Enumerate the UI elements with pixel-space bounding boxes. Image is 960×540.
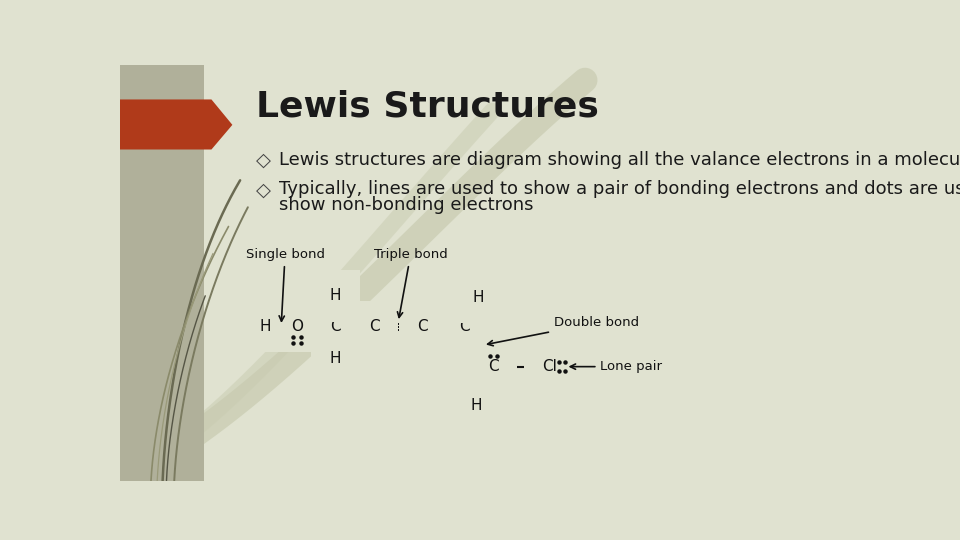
Text: Typically, lines are used to show a pair of bonding electrons and dots are used : Typically, lines are used to show a pair… (278, 180, 960, 198)
Text: Lewis structures are diagram showing all the valance electrons in a molecule.: Lewis structures are diagram showing all… (278, 151, 960, 169)
Text: C: C (330, 319, 341, 334)
Text: Cl: Cl (541, 359, 557, 374)
Text: ◇: ◇ (255, 151, 271, 170)
Text: H: H (260, 319, 272, 334)
Text: H: H (472, 290, 484, 305)
Text: H: H (329, 288, 341, 303)
Text: C: C (369, 319, 379, 334)
Text: Triple bond: Triple bond (373, 248, 447, 318)
Text: Lone pair: Lone pair (570, 360, 662, 373)
Text: Single bond: Single bond (246, 248, 324, 321)
Text: H: H (470, 397, 482, 413)
Polygon shape (120, 99, 232, 150)
Text: H: H (329, 352, 341, 367)
Text: C: C (460, 319, 470, 334)
Text: Double bond: Double bond (488, 316, 639, 346)
Text: O: O (291, 319, 302, 334)
Bar (120, 65, 204, 481)
Text: C: C (417, 319, 427, 334)
Text: C: C (489, 359, 499, 374)
Text: ◇: ◇ (255, 180, 271, 199)
Text: Lewis Structures: Lewis Structures (255, 90, 598, 124)
Text: show non-bonding electrons: show non-bonding electrons (278, 195, 534, 214)
